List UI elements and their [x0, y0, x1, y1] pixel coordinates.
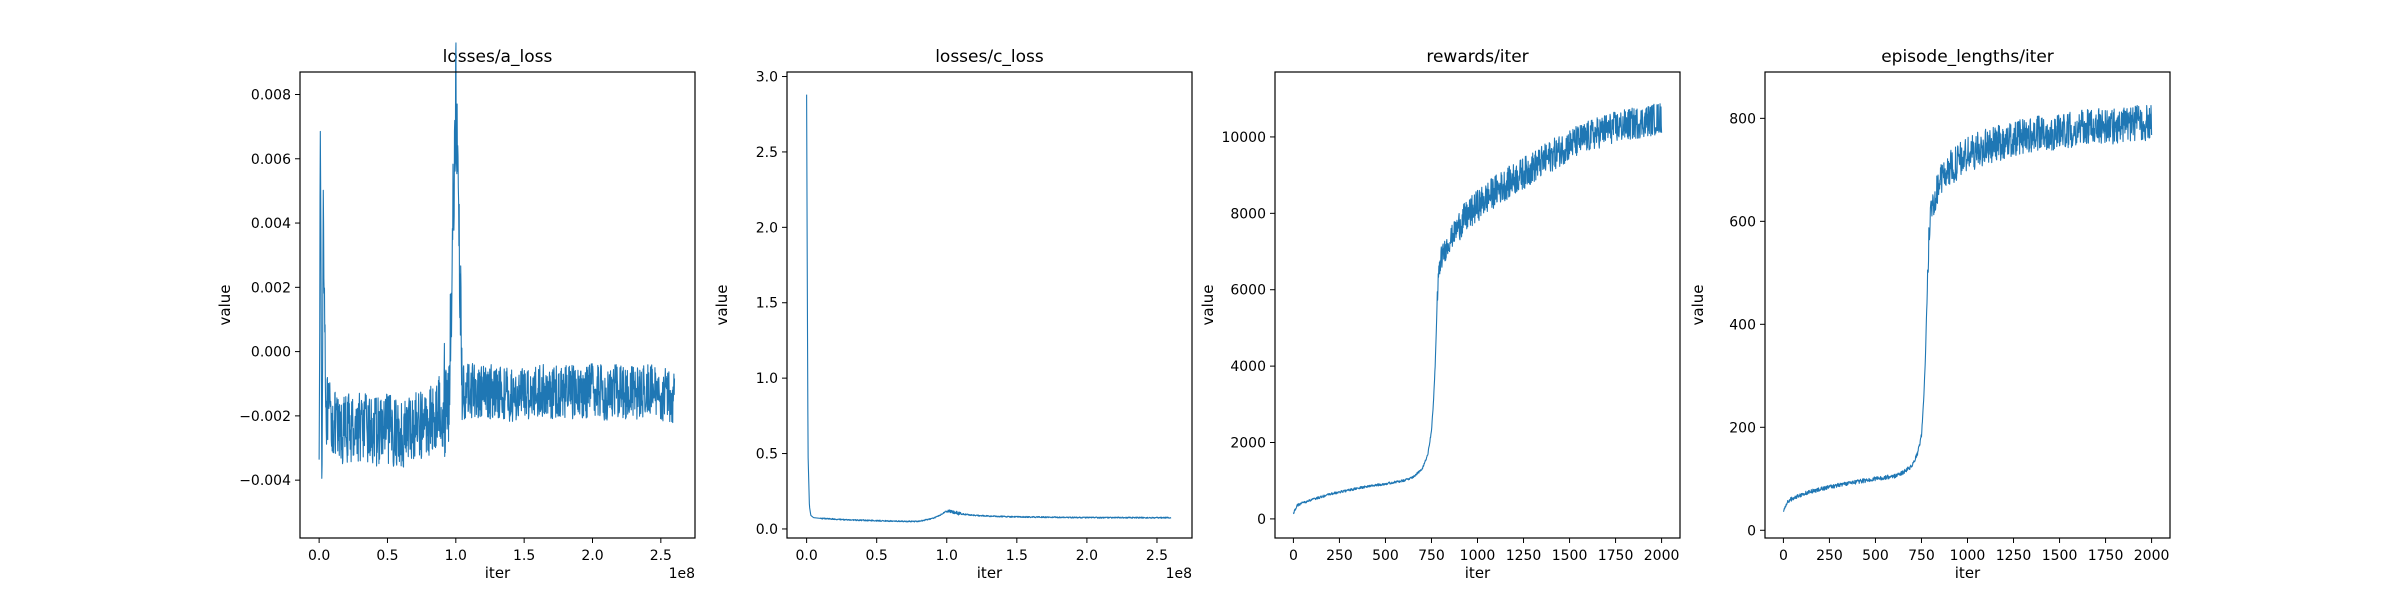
series-line	[1782, 104, 2153, 512]
y-tick-label: 10000	[1221, 130, 1266, 146]
x-tick-label: 1500	[1552, 548, 1588, 564]
x-axis-label: iter	[977, 564, 1003, 582]
y-tick-label: −0.004	[239, 473, 291, 489]
plot-frame	[1764, 71, 2171, 539]
y-tick-label: 1.0	[756, 371, 778, 387]
x-tick-label: 0.0	[308, 548, 330, 564]
x-tick-label: 750	[1418, 548, 1445, 564]
x-tick-label: 2000	[2134, 548, 2170, 564]
y-tick-label: 0	[1747, 523, 1756, 539]
chart-title: losses/a_loss	[443, 47, 553, 67]
y-tick-label: 1.5	[756, 296, 778, 312]
x-axis-label: iter	[1955, 564, 1981, 582]
y-tick-label: 2000	[1230, 436, 1266, 452]
x-tick-label: 2.5	[1146, 548, 1168, 564]
y-tick-label: −0.002	[239, 409, 291, 425]
x-tick-label: 0.0	[795, 548, 817, 564]
y-tick-label: 0	[1257, 512, 1266, 528]
x-axis-label: iter	[1465, 564, 1491, 582]
x-tick-label: 0	[1779, 548, 1788, 564]
x-offset-text: 1e8	[669, 566, 695, 582]
x-tick-label: 1.0	[445, 548, 467, 564]
plot-frame	[299, 71, 696, 539]
chart-panel-2: losses/c_loss 0.0 0.5 1.0 1.5 2.0 2.5 0.0 0.5 1.0…	[713, 47, 1193, 582]
chart-panel-3: rewards/iter 0 250 500 750 1000 1250 1500 1750 20…	[1199, 47, 1681, 582]
x-tick-label: 750	[1908, 548, 1935, 564]
x-tick-label: 1.5	[1006, 548, 1028, 564]
y-axis-label: value	[1689, 285, 1707, 326]
y-tick-label: 0.008	[251, 87, 291, 103]
chart-panel-1: losses/a_loss 0.0 0.5 1.0 1.5 2.0 2.5 −0.004 −0.…	[216, 42, 696, 582]
x-offset-text: 1e8	[1166, 566, 1192, 582]
y-tick-label: 600	[1729, 214, 1756, 230]
x-tick-label: 1750	[1598, 548, 1634, 564]
plot-frame	[1274, 71, 1681, 539]
y-tick-label: 6000	[1230, 283, 1266, 299]
x-axis-label: iter	[485, 564, 511, 582]
x-tick-label: 2.5	[650, 548, 672, 564]
x-tick-label: 1500	[2042, 548, 2078, 564]
x-tick-label: 1000	[1460, 548, 1496, 564]
y-tick-label: 0.002	[251, 280, 291, 296]
series-line	[318, 42, 676, 479]
x-tick-label: 2.0	[581, 548, 603, 564]
x-tick-label: 500	[1862, 548, 1889, 564]
x-tick-label: 1250	[1996, 548, 2032, 564]
x-tick-label: 0.5	[376, 548, 398, 564]
chart-title: losses/c_loss	[935, 47, 1044, 67]
series-line	[1292, 103, 1663, 515]
x-tick-label: 1750	[2088, 548, 2124, 564]
x-tick-label: 1250	[1506, 548, 1542, 564]
x-tick-label: 1.0	[936, 548, 958, 564]
y-tick-label: 8000	[1230, 206, 1266, 222]
y-tick-label: 4000	[1230, 359, 1266, 375]
x-tick-label: 2000	[1644, 548, 1680, 564]
y-axis-label: value	[713, 285, 731, 326]
y-tick-label: 800	[1729, 111, 1756, 127]
y-tick-label: 2.0	[756, 220, 778, 236]
y-tick-label: 0.000	[251, 345, 291, 361]
y-tick-label: 0.006	[251, 152, 291, 168]
y-tick-label: 0.004	[251, 216, 291, 232]
x-tick-label: 1000	[1950, 548, 1986, 564]
x-tick-label: 0	[1289, 548, 1298, 564]
chart-title: rewards/iter	[1426, 47, 1528, 67]
y-axis-label: value	[216, 285, 234, 326]
y-axis-label: value	[1199, 285, 1217, 326]
chart-panel-4: episode_lengths/iter 0 250 500 750 1000 1250 15…	[1689, 47, 2171, 582]
x-tick-label: 2.0	[1076, 548, 1098, 564]
x-tick-label: 250	[1816, 548, 1843, 564]
y-tick-label: 0.0	[756, 522, 778, 538]
series-line	[806, 94, 1172, 523]
x-tick-label: 0.5	[866, 548, 888, 564]
x-tick-label: 250	[1326, 548, 1353, 564]
y-tick-label: 3.0	[756, 70, 778, 86]
y-tick-label: 2.5	[756, 145, 778, 161]
y-tick-label: 200	[1729, 420, 1756, 436]
y-tick-label: 0.5	[756, 447, 778, 463]
plot-frame	[786, 71, 1193, 539]
x-tick-label: 500	[1372, 548, 1399, 564]
chart-title: episode_lengths/iter	[1881, 47, 2054, 67]
y-tick-label: 400	[1729, 317, 1756, 333]
x-tick-label: 1.5	[513, 548, 535, 564]
